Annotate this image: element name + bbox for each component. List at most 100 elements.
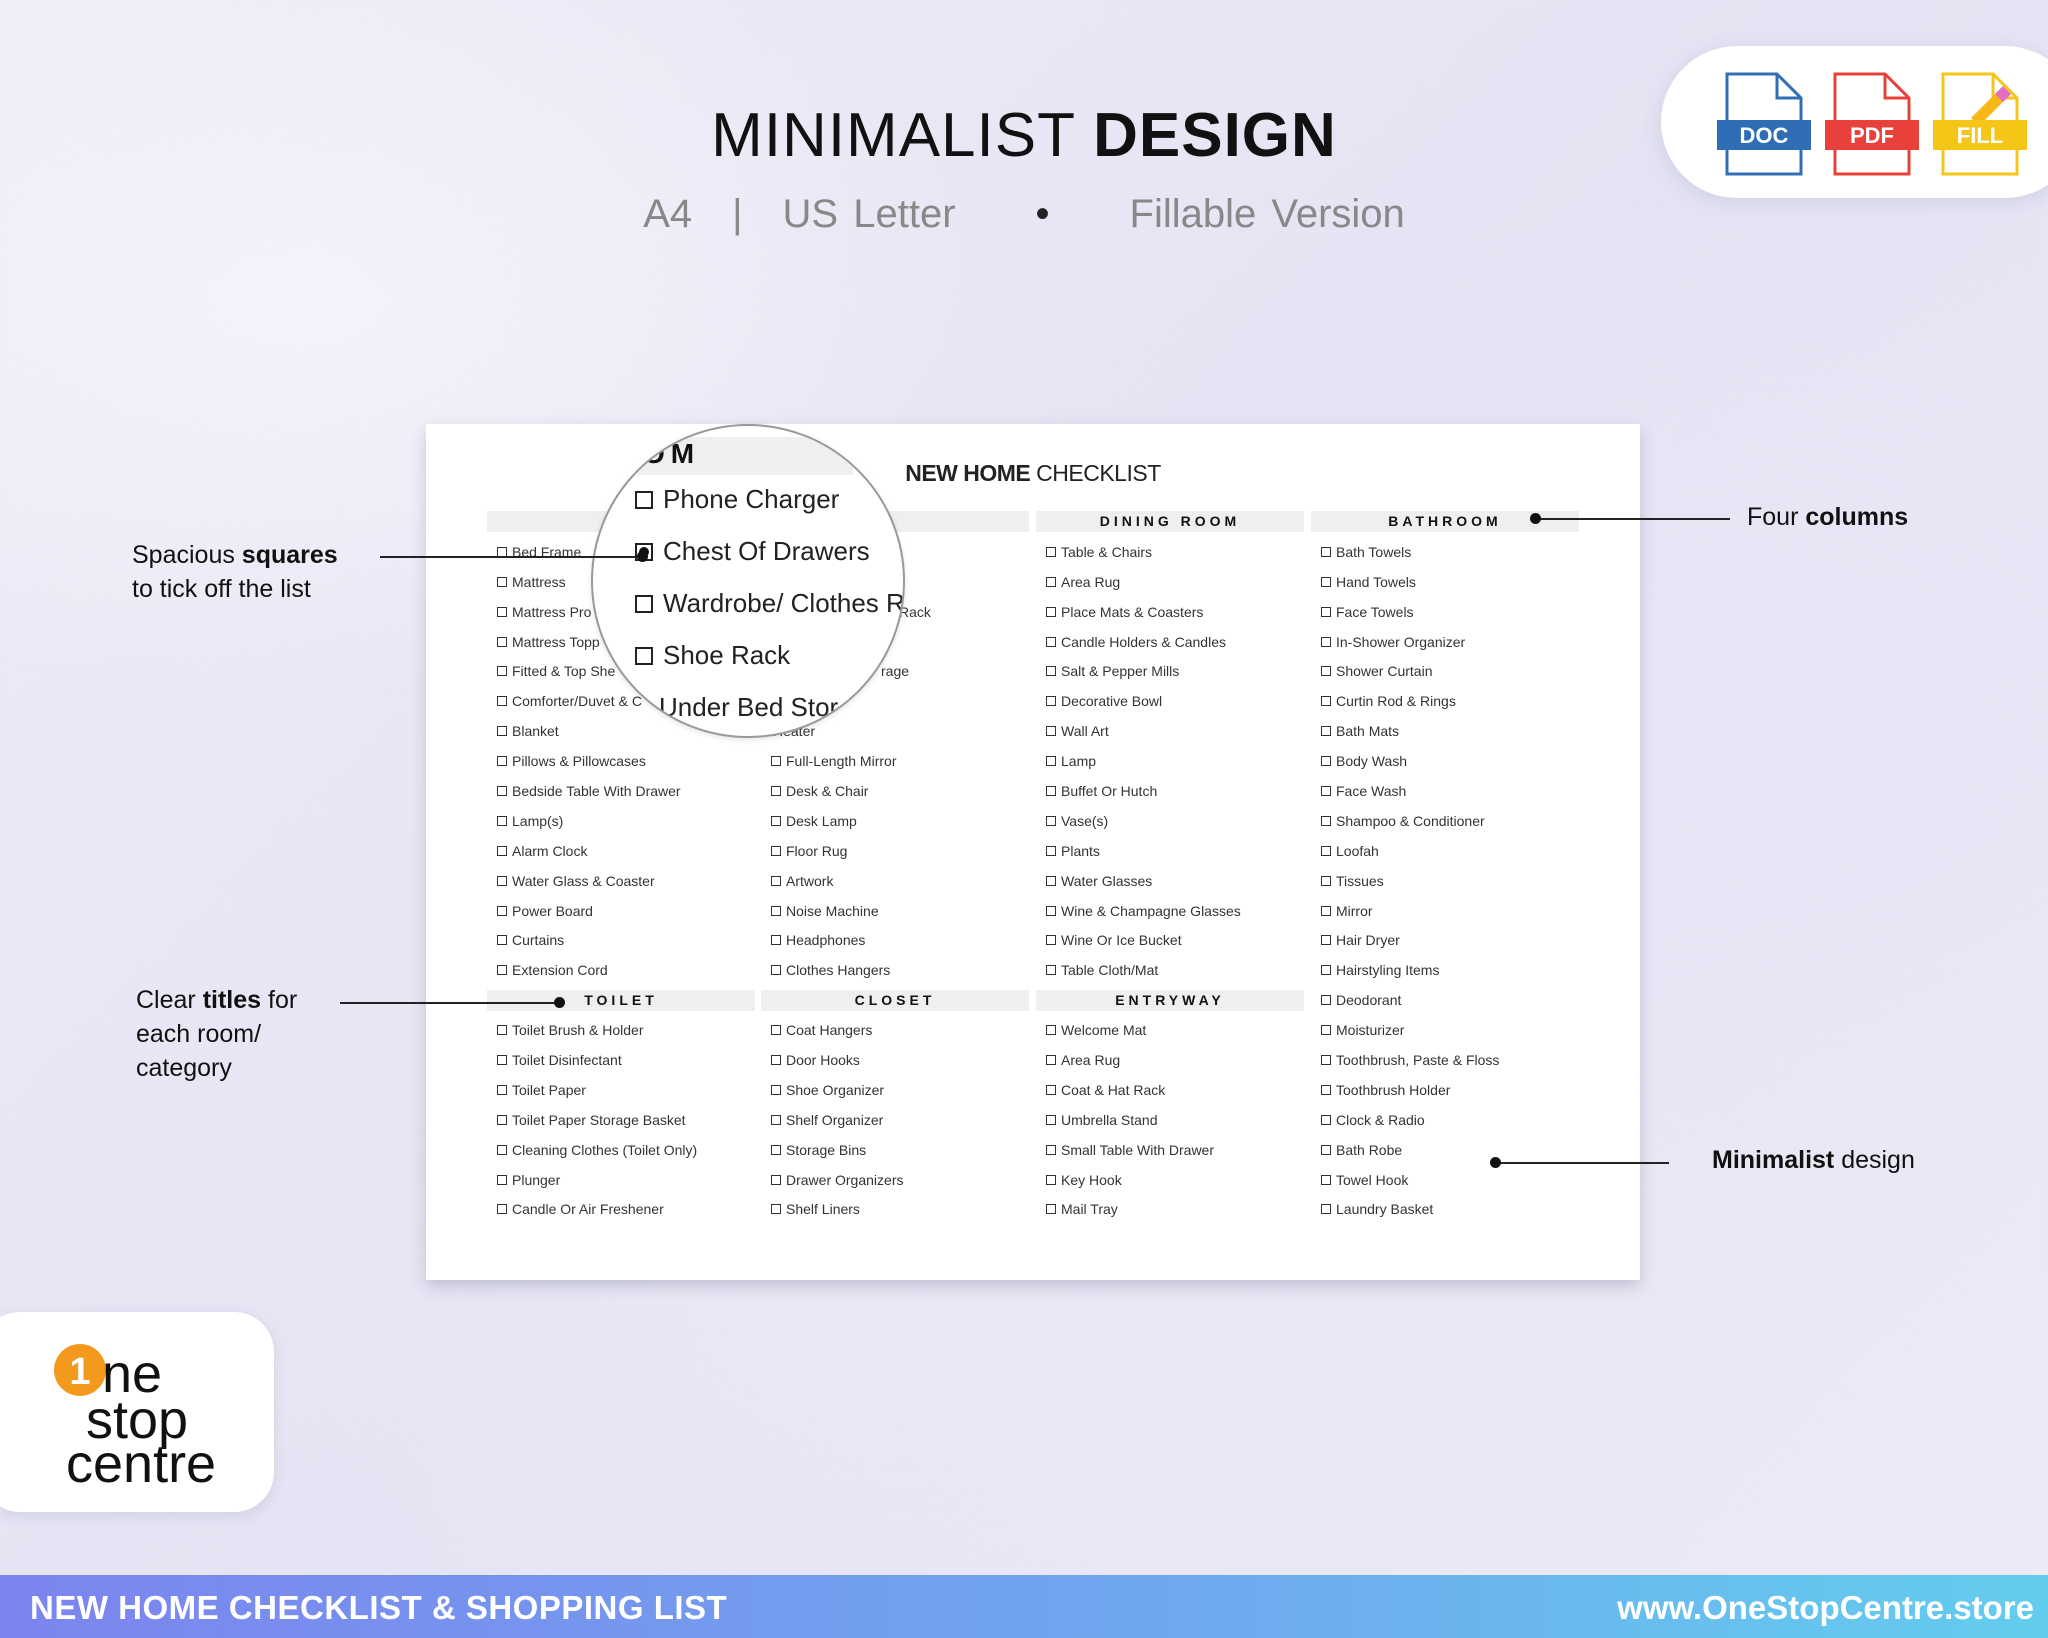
- checkbox[interactable]: [771, 935, 781, 946]
- checkbox[interactable]: [1321, 905, 1331, 916]
- magnified-item[interactable]: Under Bed Stor: [659, 692, 838, 723]
- checklist-item[interactable]: Shampoo & Conditioner: [1311, 806, 1579, 836]
- checklist-item[interactable]: Floor Rug: [761, 836, 1029, 866]
- checkbox[interactable]: [497, 1174, 507, 1185]
- checkbox[interactable]: [771, 1025, 781, 1036]
- checklist-item[interactable]: Salt & Pepper Mills: [1036, 656, 1304, 686]
- checkbox[interactable]: [1321, 1084, 1331, 1095]
- checkbox[interactable]: [1321, 576, 1331, 587]
- checklist-item[interactable]: Blanket: [487, 716, 755, 746]
- checklist-item[interactable]: Area Rug: [1036, 1045, 1304, 1075]
- checkbox[interactable]: [771, 756, 781, 767]
- checkbox[interactable]: [771, 1084, 781, 1095]
- checklist-item[interactable]: Loofah: [1311, 836, 1579, 866]
- checklist-item[interactable]: Lamp(s): [487, 806, 755, 836]
- checkbox[interactable]: [497, 905, 507, 916]
- checklist-item[interactable]: Welcome Mat: [1036, 1015, 1304, 1045]
- checkbox[interactable]: [1321, 666, 1331, 677]
- checklist-item[interactable]: Clock & Radio: [1311, 1105, 1579, 1135]
- checklist-item[interactable]: Toothbrush, Paste & Floss: [1311, 1045, 1579, 1075]
- checkbox[interactable]: [1321, 606, 1331, 617]
- checklist-item[interactable]: rage: [761, 656, 1029, 686]
- checkbox[interactable]: [1321, 1114, 1331, 1125]
- checkbox[interactable]: [1046, 726, 1056, 737]
- checkbox[interactable]: [1046, 1174, 1056, 1185]
- checklist-item[interactable]: Decorative Bowl: [1036, 686, 1304, 716]
- checkbox[interactable]: [497, 696, 507, 707]
- checklist-item[interactable]: Table & Chairs: [1036, 537, 1304, 567]
- checkbox[interactable]: [497, 1114, 507, 1125]
- checklist-item[interactable]: Umbrella Stand: [1036, 1105, 1304, 1135]
- checklist-item[interactable]: Towel Hook: [1311, 1165, 1579, 1195]
- checkbox[interactable]: [1321, 696, 1331, 707]
- checklist-item[interactable]: Drawer Organizers: [761, 1165, 1029, 1195]
- checklist-item[interactable]: Clothes Hangers: [761, 955, 1029, 985]
- magnified-item[interactable]: Shoe Rack: [635, 640, 790, 671]
- checkbox[interactable]: [1046, 1054, 1056, 1065]
- checklist-item[interactable]: Rack: [761, 597, 1029, 627]
- checklist-item[interactable]: Wall Art: [1036, 716, 1304, 746]
- checkbox[interactable]: [497, 666, 507, 677]
- checklist-item[interactable]: Vase(s): [1036, 806, 1304, 836]
- checkbox[interactable]: [771, 965, 781, 976]
- checklist-item[interactable]: Key Hook: [1036, 1165, 1304, 1195]
- checklist-item[interactable]: Table Cloth/Mat: [1036, 955, 1304, 985]
- checkbox[interactable]: [1321, 935, 1331, 946]
- checkbox[interactable]: [635, 646, 653, 665]
- checklist-item[interactable]: In-Shower Organizer: [1311, 627, 1579, 657]
- checklist-item[interactable]: Curtains: [487, 925, 755, 955]
- checklist-item[interactable]: Water Glass & Coaster: [487, 866, 755, 896]
- checklist-item[interactable]: Bath Mats: [1311, 716, 1579, 746]
- checklist-item[interactable]: Plunger: [487, 1165, 755, 1195]
- checklist-item[interactable]: Cleaning Clothes (Toilet Only): [487, 1135, 755, 1165]
- checkbox[interactable]: [1046, 756, 1056, 767]
- checkbox[interactable]: [497, 935, 507, 946]
- checklist-item[interactable]: Noise Machine: [761, 896, 1029, 926]
- checklist-item[interactable]: Lamp: [1036, 746, 1304, 776]
- checklist-item[interactable]: Candle Or Air Freshener: [487, 1194, 755, 1224]
- checklist-item[interactable]: Pillows & Pillowcases: [487, 746, 755, 776]
- checkbox[interactable]: [497, 1054, 507, 1065]
- checklist-item[interactable]: Desk Lamp: [761, 806, 1029, 836]
- checklist-item[interactable]: Shelf Liners: [761, 1194, 1029, 1224]
- checkbox[interactable]: [497, 636, 507, 647]
- checkbox[interactable]: [771, 1174, 781, 1185]
- checklist-item[interactable]: Mattress Pro: [487, 597, 755, 627]
- checkbox[interactable]: [1046, 785, 1056, 796]
- checkbox[interactable]: [1321, 1025, 1331, 1036]
- checkbox[interactable]: [771, 905, 781, 916]
- checkbox[interactable]: [1046, 606, 1056, 617]
- checkbox[interactable]: [1046, 935, 1056, 946]
- checklist-item[interactable]: Toothbrush Holder: [1311, 1075, 1579, 1105]
- checklist-item[interactable]: Toilet Paper Storage Basket: [487, 1105, 755, 1135]
- checklist-item[interactable]: Bedside Table With Drawer: [487, 776, 755, 806]
- checkbox[interactable]: [1046, 1204, 1056, 1215]
- checklist-item[interactable]: Face Wash: [1311, 776, 1579, 806]
- checklist-item[interactable]: Toilet Disinfectant: [487, 1045, 755, 1075]
- checkbox[interactable]: [635, 594, 653, 613]
- checklist-item[interactable]: Extension Cord: [487, 955, 755, 985]
- checkbox[interactable]: [497, 1204, 507, 1215]
- checklist-item[interactable]: Shelf Organizer: [761, 1105, 1029, 1135]
- checklist-item[interactable]: Mail Tray: [1036, 1194, 1304, 1224]
- checkbox[interactable]: [1321, 1054, 1331, 1065]
- checkbox[interactable]: [497, 1144, 507, 1155]
- checklist-item[interactable]: Mattress Topp: [487, 627, 755, 657]
- checklist-item[interactable]: Curtin Rod & Rings: [1311, 686, 1579, 716]
- checkbox[interactable]: [1321, 1144, 1331, 1155]
- checklist-item[interactable]: Wine & Champagne Glasses: [1036, 896, 1304, 926]
- checkbox[interactable]: [771, 785, 781, 796]
- footer-website-link[interactable]: www.OneStopCentre.store: [1617, 1589, 2034, 1626]
- checklist-item[interactable]: Hand Towels: [1311, 567, 1579, 597]
- checkbox[interactable]: [1321, 995, 1331, 1006]
- checklist-item[interactable]: Fitted & Top She: [487, 656, 755, 686]
- checklist-item[interactable]: Moisturizer: [1311, 1015, 1579, 1045]
- checkbox[interactable]: [1046, 815, 1056, 826]
- checklist-item[interactable]: Area Rug: [1036, 567, 1304, 597]
- checklist-item[interactable]: Mirror: [1311, 896, 1579, 926]
- checkbox[interactable]: [771, 1114, 781, 1125]
- checkbox[interactable]: [1046, 666, 1056, 677]
- checklist-item[interactable]: Hair Dryer: [1311, 925, 1579, 955]
- checkbox[interactable]: [771, 1054, 781, 1065]
- checkbox[interactable]: [1321, 1204, 1331, 1215]
